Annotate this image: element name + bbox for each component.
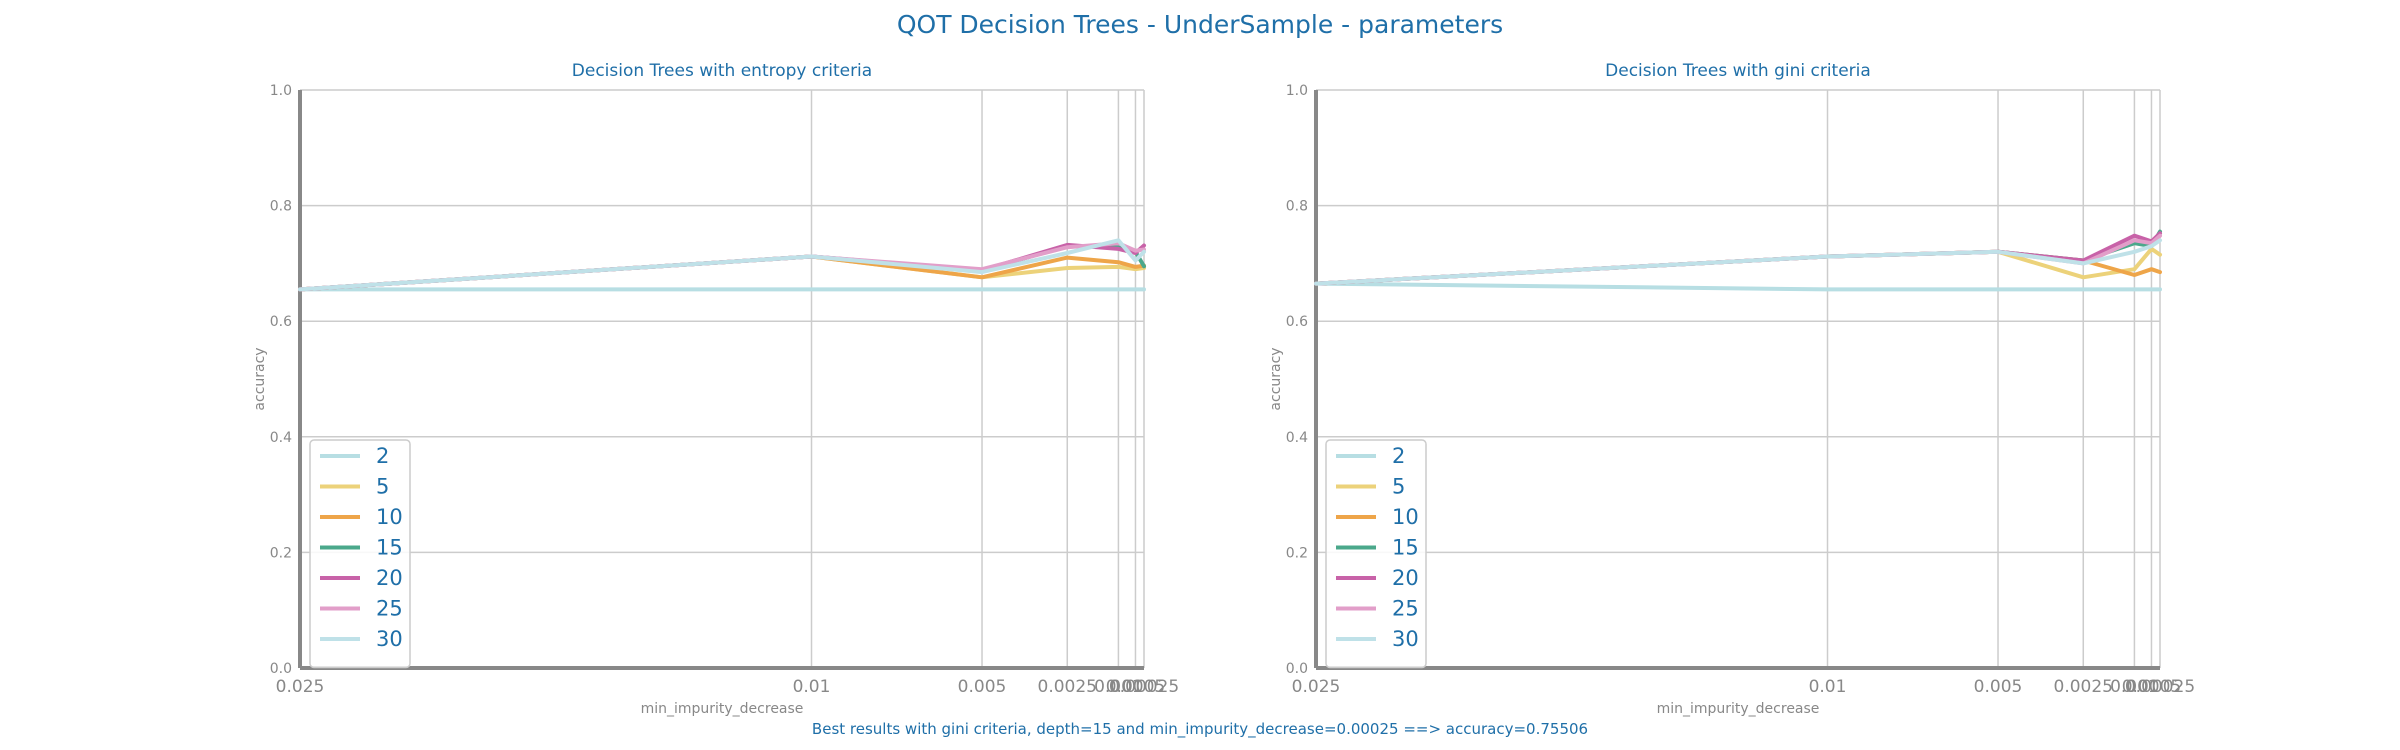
x-tick-label: 0.00025: [1109, 677, 1179, 697]
legend-label-5: 5: [1392, 475, 1405, 499]
legend-label-30: 30: [376, 627, 403, 651]
y-tick-label: 0.8: [270, 199, 292, 215]
legend-box: [309, 439, 411, 669]
y-axis-label: accuracy: [1268, 347, 1284, 410]
legend-label-10: 10: [376, 505, 403, 529]
x-tick-label: 0.025: [276, 677, 325, 697]
x-tick-label: 0.00025: [2125, 677, 2195, 697]
x-tick-label: 0.025: [1292, 677, 1341, 697]
legend-label-2: 2: [1392, 444, 1405, 468]
y-tick-label: 0.0: [270, 661, 292, 677]
x-tick-label: 0.01: [793, 677, 831, 697]
y-tick-label: 0.2: [270, 545, 292, 561]
y-tick-label: 0.0: [1286, 661, 1308, 677]
series-line-2: [1314, 281, 2162, 292]
x-tick-label: 0.001: [2110, 677, 2159, 697]
legend-label-15: 15: [376, 536, 403, 560]
chart-title: Decision Trees with entropy criteria: [572, 61, 872, 81]
legend-label-10: 10: [1392, 505, 1419, 529]
legend-label-20: 20: [1392, 566, 1419, 590]
x-tick-label: 0.0025: [2054, 677, 2113, 697]
legend-label-2: 2: [376, 444, 389, 468]
y-tick-label: 0.6: [270, 314, 292, 330]
y-tick-label: 0.4: [1286, 430, 1308, 446]
figure-title: QOT Decision Trees - UnderSample - param…: [896, 10, 1504, 39]
x-tick-label: 0.005: [1974, 677, 2023, 697]
legend-label-15: 15: [1392, 536, 1419, 560]
chart-title: Decision Trees with gini criteria: [1605, 61, 1871, 81]
y-tick-label: 0.8: [1286, 199, 1308, 215]
x-tick-label: 0.005: [958, 677, 1007, 697]
legend-label-20: 20: [376, 566, 403, 590]
x-axis-label: min_impurity_decrease: [1657, 701, 1820, 717]
x-tick-label: 0.0005: [2122, 677, 2181, 697]
x-tick-label: 0.0025: [1038, 677, 1097, 697]
legend-box: [1325, 439, 1427, 669]
legend-label-5: 5: [376, 475, 389, 499]
x-tick-label: 0.01: [1809, 677, 1847, 697]
y-tick-label: 0.4: [270, 430, 292, 446]
y-axis-label: accuracy: [252, 347, 268, 410]
y-tick-label: 1.0: [1286, 83, 1308, 99]
y-tick-label: 0.2: [1286, 545, 1308, 561]
x-tick-label: 0.0005: [1106, 677, 1165, 697]
legend-label-30: 30: [1392, 627, 1419, 651]
legend-label-25: 25: [1392, 597, 1419, 621]
series-line-30: [298, 238, 1146, 292]
y-tick-label: 1.0: [270, 83, 292, 99]
series-line-30: [1314, 238, 2162, 286]
y-tick-label: 0.6: [1286, 314, 1308, 330]
legend-label-25: 25: [376, 597, 403, 621]
best-result-note: Best results with gini criteria, depth=1…: [811, 720, 1589, 738]
x-tick-label: 0.001: [1094, 677, 1143, 697]
x-axis-label: min_impurity_decrease: [641, 701, 804, 717]
